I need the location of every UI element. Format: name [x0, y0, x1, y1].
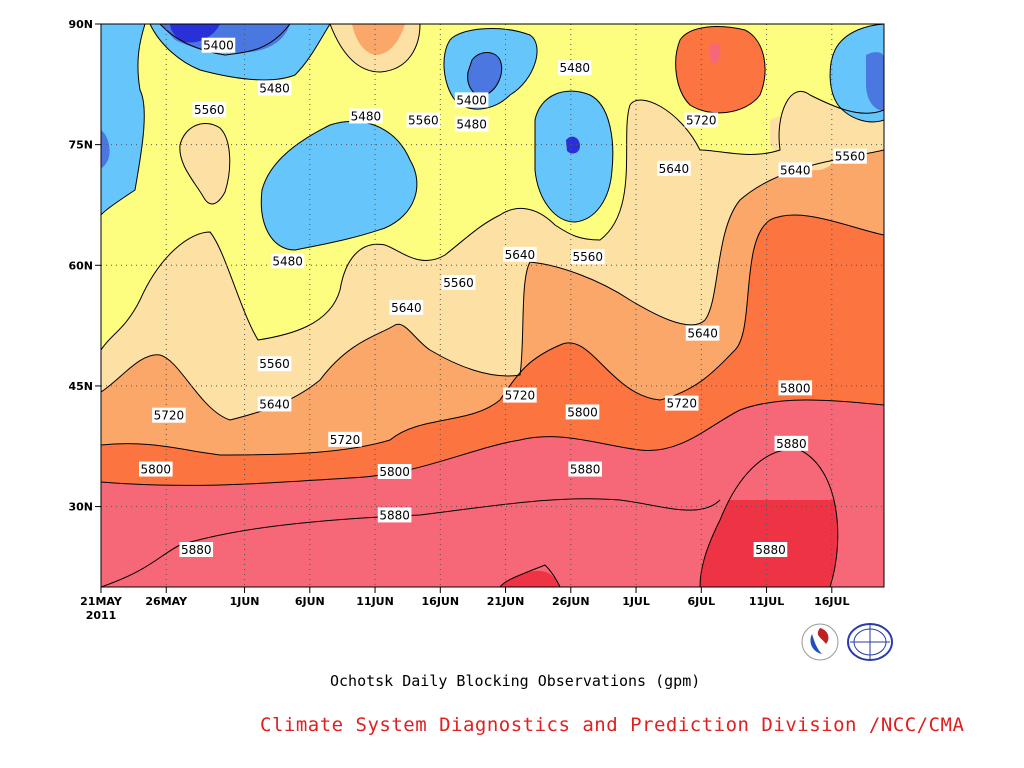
svg-text:5640: 5640 [391, 301, 422, 315]
contour-label-25: 5720 [328, 431, 362, 447]
contour-label-18: 5560 [257, 356, 292, 372]
svg-text:5720: 5720 [154, 409, 185, 423]
svg-text:5640: 5640 [659, 162, 690, 176]
svg-text:5880: 5880 [181, 543, 212, 557]
plot-frame [100, 23, 885, 588]
y-tick-label-4: 30N [68, 501, 93, 514]
svg-text:5880: 5880 [379, 508, 410, 522]
svg-text:5720: 5720 [686, 114, 717, 128]
contour-label-30: 5880 [377, 507, 412, 523]
svg-text:5480: 5480 [272, 254, 303, 268]
contour-label-14: 5560 [570, 249, 605, 265]
ncc-logo [847, 623, 893, 661]
x-tick-label-8: 1JUL [622, 595, 650, 608]
svg-text:5880: 5880 [776, 437, 807, 451]
x-tick-label-10: 11JUL [749, 595, 784, 608]
contour-label-12: 5480 [270, 253, 305, 269]
contour-label-5: 5400 [454, 92, 489, 108]
svg-text:5880: 5880 [570, 463, 601, 477]
chart-title: Ochotsk Daily Blocking Observations (gpm… [330, 672, 701, 690]
svg-text:5800: 5800 [141, 463, 172, 477]
svg-text:5720: 5720 [666, 397, 697, 411]
x-tick-sublabel-0: 2011 [86, 609, 117, 622]
contour-label-17: 5640 [685, 325, 720, 341]
contour-label-1: 5480 [257, 80, 292, 96]
contour-label-11: 5560 [833, 148, 867, 164]
contour-label-24: 5720 [152, 407, 186, 423]
contour-label-28: 5800 [377, 463, 412, 479]
contour-label-6: 5480 [454, 116, 489, 132]
contour-label-26: 5880 [774, 435, 809, 451]
contour-label-3: 5480 [349, 108, 383, 124]
y-tick-label-3: 45N [68, 380, 93, 393]
contour-label-16: 5640 [389, 299, 424, 315]
y-tick-label-0: 90N [68, 18, 93, 31]
grid-lines [101, 24, 884, 587]
contour-label-13: 5640 [503, 246, 537, 262]
contour-label-21: 5800 [565, 404, 600, 420]
chart-credit: Climate System Diagnostics and Predictio… [260, 714, 965, 736]
svg-text:5400: 5400 [456, 93, 487, 107]
x-tick-label-11: 16JUL [814, 595, 849, 608]
contour-label-7: 5480 [557, 60, 592, 76]
contour-label-20: 5720 [503, 387, 537, 403]
contour-label-23: 5800 [778, 380, 813, 396]
svg-text:5560: 5560 [835, 150, 866, 164]
svg-text:5640: 5640 [259, 397, 290, 411]
svg-text:5560: 5560 [572, 250, 603, 264]
svg-text:5800: 5800 [379, 465, 410, 479]
svg-text:5560: 5560 [408, 114, 439, 128]
svg-text:5400: 5400 [203, 39, 234, 53]
svg-text:5480: 5480 [456, 118, 487, 132]
x-tick-label-7: 26JUN [552, 595, 590, 608]
svg-text:5880: 5880 [755, 543, 786, 557]
svg-text:5800: 5800 [567, 405, 598, 419]
x-tick-label-3: 6JUN [295, 595, 325, 608]
svg-text:5560: 5560 [443, 276, 474, 290]
svg-text:5480: 5480 [259, 81, 290, 95]
contour-label-22: 5720 [664, 395, 699, 411]
contour-label-27: 5800 [139, 461, 173, 477]
contour-label-29: 5880 [568, 461, 602, 477]
contour-labels: 5400 5480 5560 5480 5560 5400 5480 5480 5720 5640… [139, 37, 867, 558]
contour-lines [101, 24, 884, 587]
x-tick-label-6: 21JUN [487, 595, 525, 608]
contour-label-9: 5640 [657, 160, 691, 176]
contour-label-31: 5880 [179, 542, 214, 558]
y-tick-label-1: 75N [68, 139, 93, 152]
svg-text:5800: 5800 [780, 381, 811, 395]
bcc-logo [801, 623, 839, 661]
contour-label-10: 5640 [778, 162, 813, 178]
x-tick-label-9: 6JUL [687, 595, 715, 608]
svg-text:5560: 5560 [194, 103, 225, 117]
x-tick-label-5: 16JUN [422, 595, 460, 608]
y-axis: 90N 75N 60N 45N 30N [68, 18, 101, 514]
svg-text:5720: 5720 [330, 433, 361, 447]
svg-text:5640: 5640 [780, 163, 811, 177]
contour-label-32: 5880 [753, 542, 788, 558]
contour-label-4: 5560 [406, 112, 441, 128]
svg-text:5480: 5480 [351, 109, 382, 123]
svg-text:5560: 5560 [259, 357, 290, 371]
contour-label-8: 5720 [684, 112, 719, 128]
contour-label-15: 5560 [441, 274, 476, 290]
svg-text:5640: 5640 [505, 248, 536, 262]
contour-label-0: 5400 [201, 37, 236, 53]
x-tick-label-4: 11JUN [356, 595, 394, 608]
contour-label-19: 5640 [257, 396, 292, 412]
svg-text:5720: 5720 [505, 389, 536, 403]
svg-text:5640: 5640 [687, 327, 718, 341]
x-tick-label-2: 1JUN [230, 595, 260, 608]
svg-text:5480: 5480 [559, 61, 590, 75]
x-tick-label-0: 21MAY [80, 595, 123, 608]
y-tick-label-2: 60N [68, 259, 93, 272]
contour-label-2: 5560 [192, 102, 227, 118]
x-tick-label-1: 26MAY [145, 595, 188, 608]
